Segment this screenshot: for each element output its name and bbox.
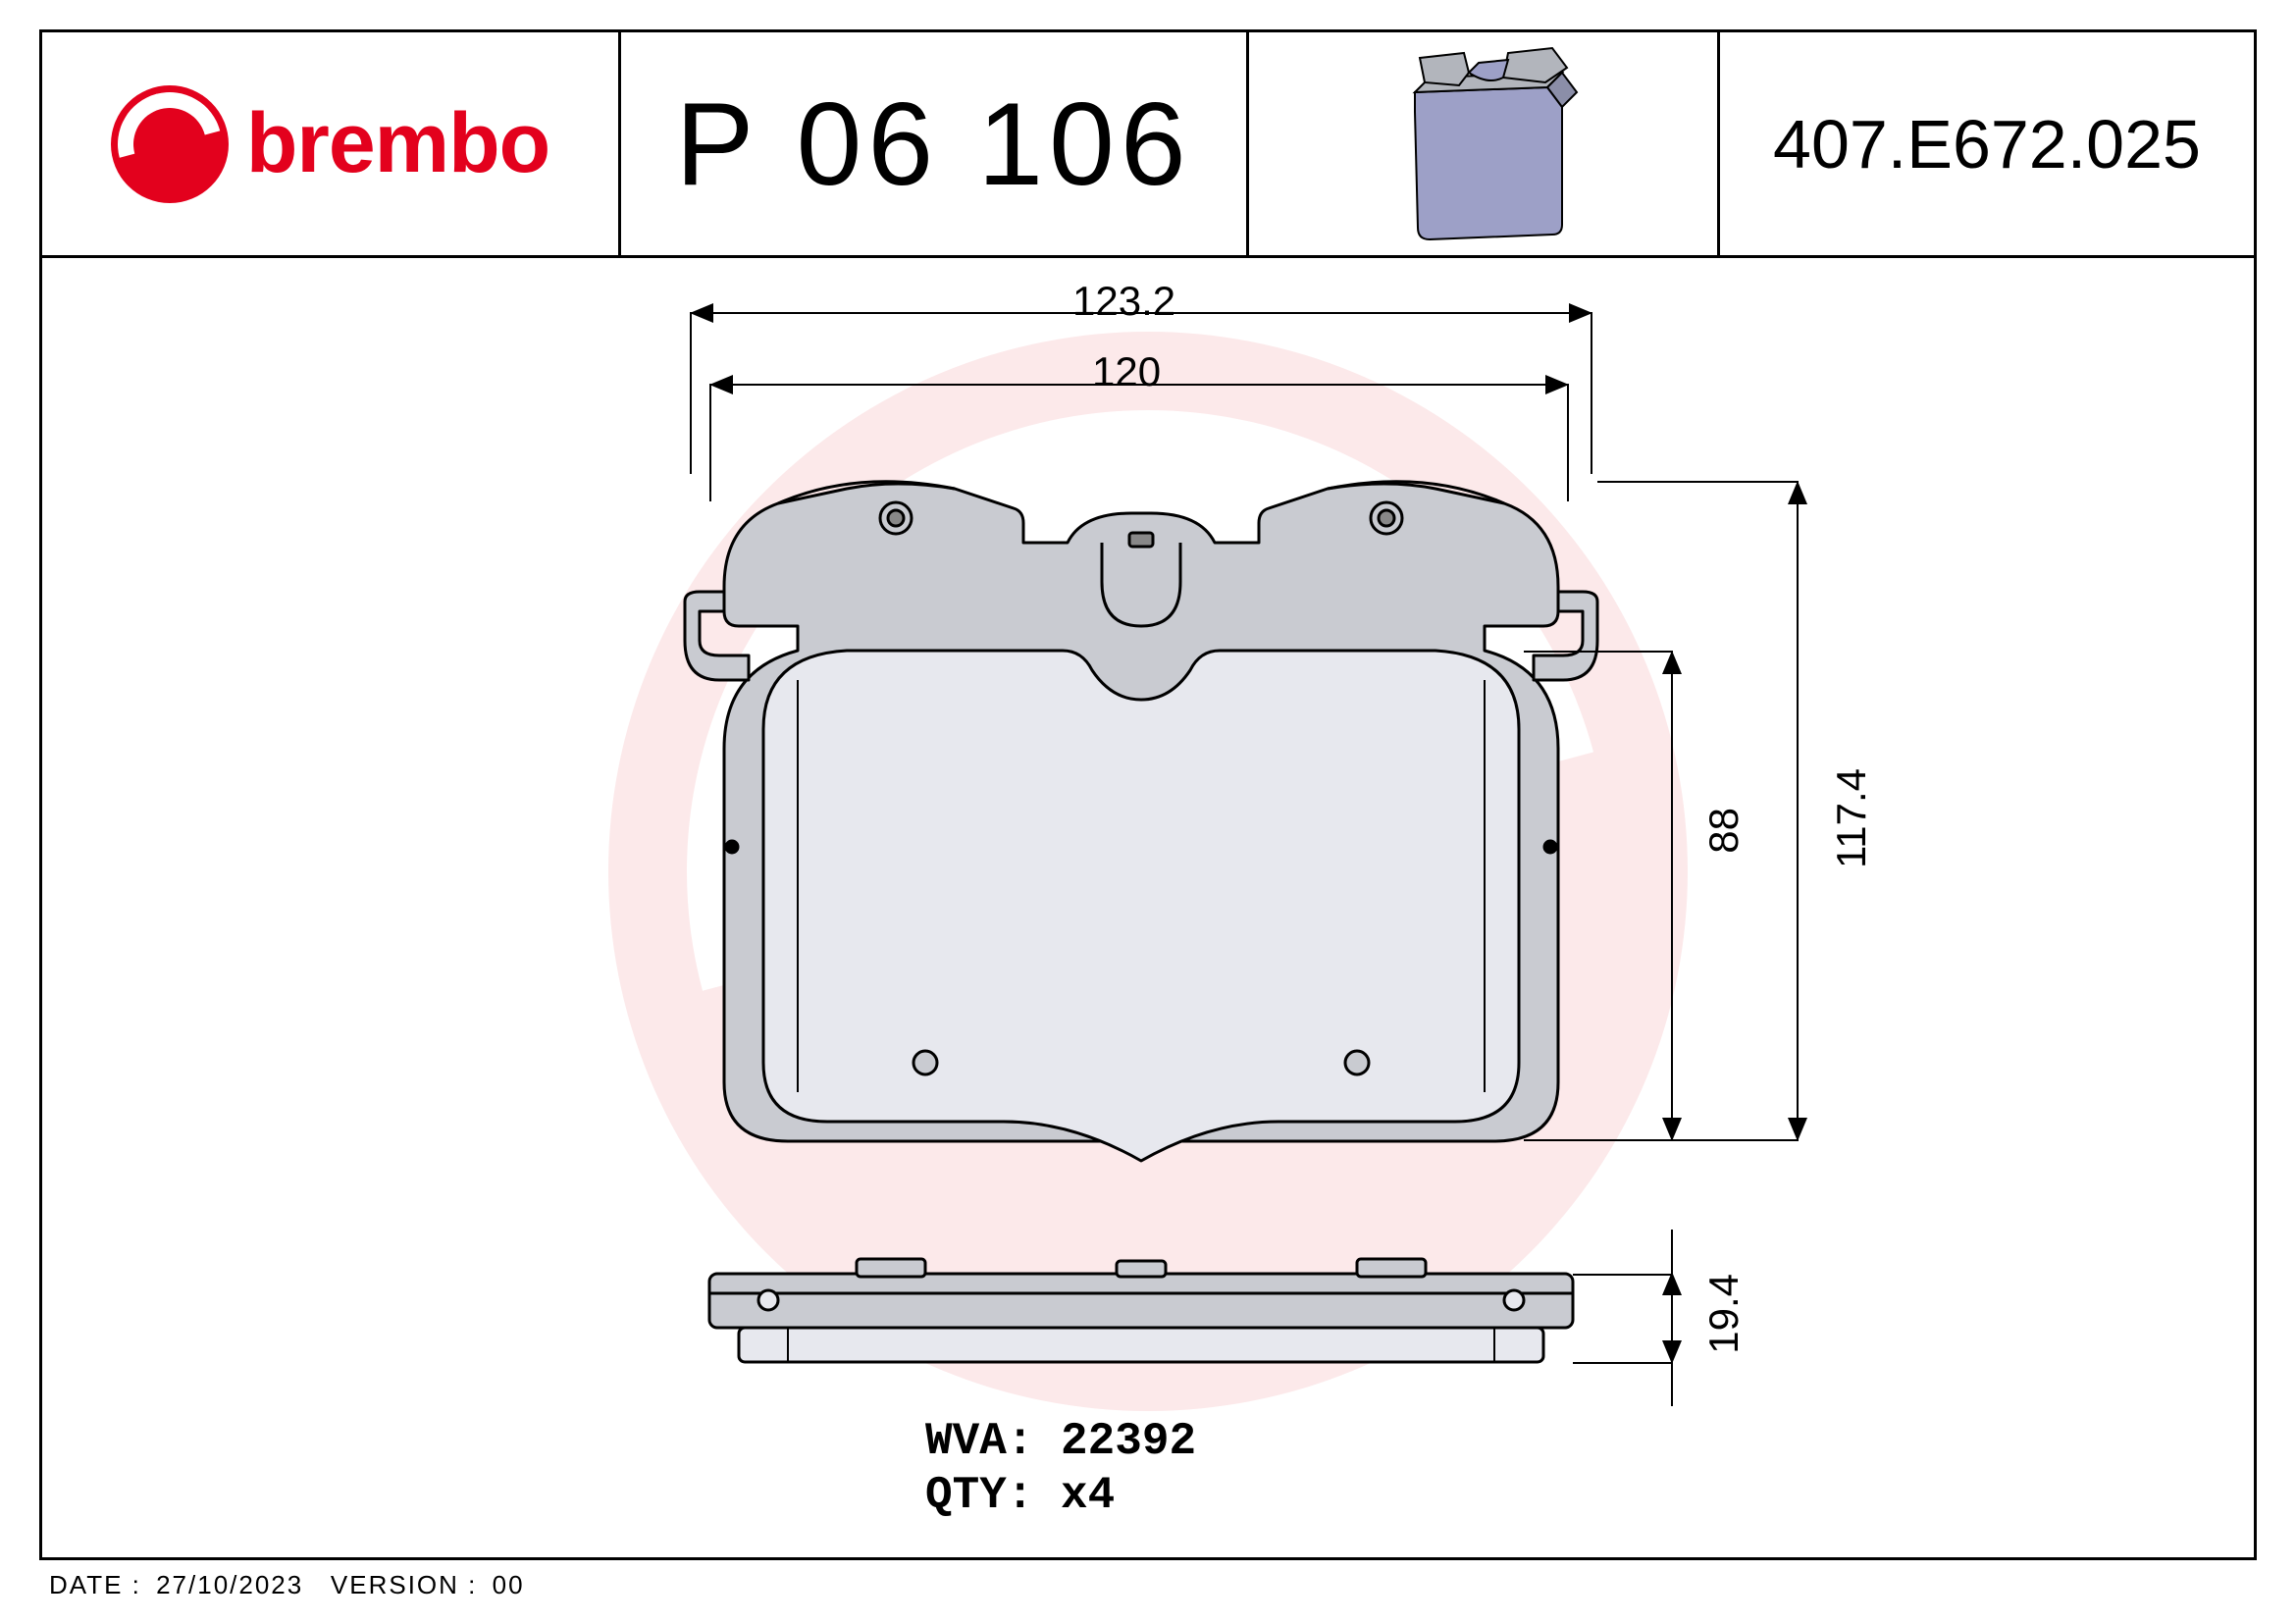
- thumbnail-3d-icon: [1371, 38, 1596, 249]
- wva-row: WVA: 22392: [925, 1416, 1196, 1467]
- footer-meta: DATE : 27/10/2023 VERSION : 00: [49, 1570, 525, 1600]
- wva-label: WVA:: [925, 1416, 1033, 1467]
- dim-width-outer: 123.2: [1072, 278, 1175, 325]
- wva-value: 22392: [1061, 1416, 1196, 1467]
- drawing-frame: brembo P 06 106: [39, 29, 2257, 1560]
- header-cell-logo: brembo: [42, 32, 621, 255]
- brand-name: brembo: [246, 95, 549, 192]
- dim-height-inner: 88: [1700, 808, 1748, 854]
- header-cell-partno: P 06 106: [621, 32, 1249, 255]
- header-row: brembo P 06 106: [42, 32, 2254, 258]
- drawing-area: 123.2 120: [42, 258, 2254, 1557]
- header-cell-thumbnail: [1249, 32, 1720, 255]
- qty-label: QTY:: [925, 1470, 1033, 1521]
- brembo-logo: brembo: [111, 85, 549, 203]
- part-number: P 06 106: [675, 77, 1191, 212]
- dim-thickness: 19.4: [1700, 1274, 1748, 1354]
- brembo-mark-icon: [111, 85, 229, 203]
- footer-date-value: 27/10/2023: [156, 1570, 303, 1599]
- dim-width-inner: 120: [1092, 348, 1161, 395]
- dim-height-outer: 117.4: [1828, 768, 1875, 868]
- footer-version-label: VERSION :: [331, 1570, 477, 1599]
- brake-pad-side-view: [670, 1239, 1612, 1377]
- drawing-code: 407.E672.025: [1773, 105, 2201, 183]
- header-cell-code: 407.E672.025: [1720, 32, 2254, 255]
- qty-value: x4: [1061, 1470, 1115, 1521]
- footer-date-label: DATE :: [49, 1570, 141, 1599]
- qty-row: QTY: x4: [925, 1470, 1115, 1521]
- brake-pad-front-view: [670, 435, 1612, 1180]
- footer-version-value: 00: [493, 1570, 525, 1599]
